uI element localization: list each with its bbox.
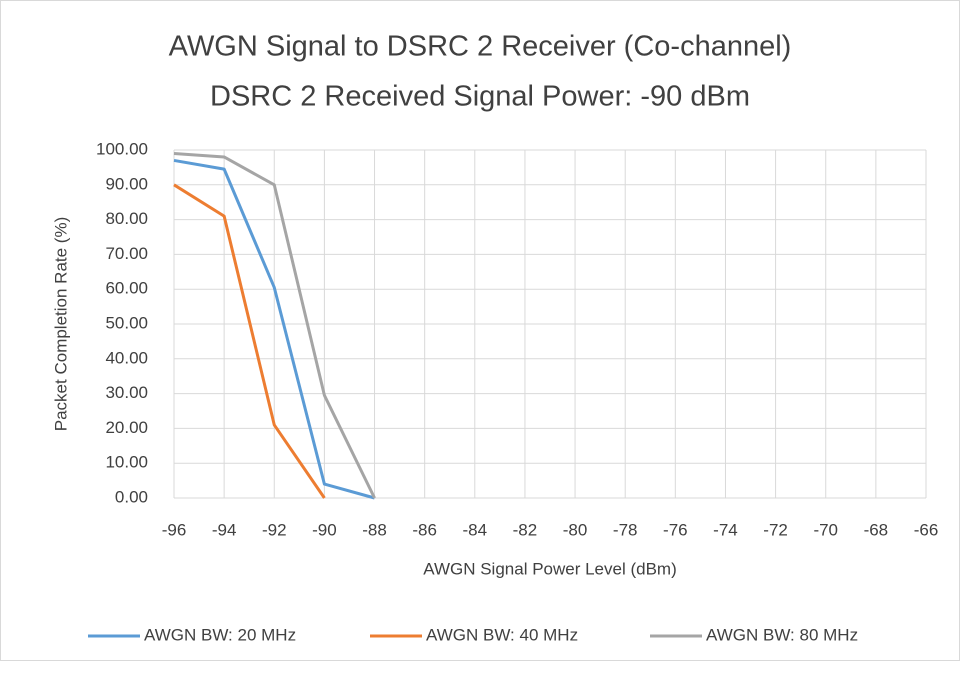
x-tick-label: -76 bbox=[663, 520, 688, 539]
y-tick-label: 70.00 bbox=[105, 244, 148, 263]
series-line bbox=[173, 183, 326, 499]
x-tick-label: -96 bbox=[162, 520, 187, 539]
x-axis-label: AWGN Signal Power Level (dBm) bbox=[423, 559, 677, 578]
y-tick-label: 50.00 bbox=[105, 313, 148, 332]
legend-label: AWGN BW: 20 MHz bbox=[144, 625, 296, 644]
y-tick-label: 80.00 bbox=[105, 209, 148, 228]
x-tick-label: -82 bbox=[513, 520, 538, 539]
chart-subtitle: DSRC 2 Received Signal Power: -90 dBm bbox=[210, 81, 750, 113]
x-tick-label: -86 bbox=[412, 520, 437, 539]
x-tick-label: -66 bbox=[914, 520, 939, 539]
series-line bbox=[173, 151, 376, 499]
y-tick-label: 100.00 bbox=[96, 139, 148, 158]
legend-label: AWGN BW: 80 MHz bbox=[706, 625, 858, 644]
series-line bbox=[173, 158, 375, 500]
y-tick-label: 40.00 bbox=[105, 348, 148, 367]
x-tick-label: -80 bbox=[563, 520, 588, 539]
y-tick-label: 10.00 bbox=[105, 453, 148, 472]
y-tick-label: 60.00 bbox=[105, 279, 148, 298]
legend-label: AWGN BW: 40 MHz bbox=[426, 625, 578, 644]
x-tick-label: -88 bbox=[362, 520, 387, 539]
x-tick-label: -74 bbox=[713, 520, 738, 539]
x-tick-label: -68 bbox=[864, 520, 889, 539]
chart-title: AWGN Signal to DSRC 2 Receiver (Co-chann… bbox=[169, 31, 792, 63]
y-tick-label: 30.00 bbox=[105, 383, 148, 402]
y-axis-label: Packet Completion Rate (%) bbox=[51, 217, 70, 431]
x-tick-label: -84 bbox=[463, 520, 488, 539]
x-tick-label: -72 bbox=[763, 520, 788, 539]
x-tick-label: -70 bbox=[813, 520, 838, 539]
x-tick-label: -78 bbox=[613, 520, 638, 539]
chart-border bbox=[0, 0, 960, 661]
y-tick-label: 20.00 bbox=[105, 418, 148, 437]
y-tick-label: 90.00 bbox=[105, 174, 148, 193]
x-tick-label: -92 bbox=[262, 520, 287, 539]
x-tick-label: -94 bbox=[212, 520, 237, 539]
x-tick-label: -90 bbox=[312, 520, 337, 539]
y-tick-label: 0.00 bbox=[115, 487, 148, 506]
